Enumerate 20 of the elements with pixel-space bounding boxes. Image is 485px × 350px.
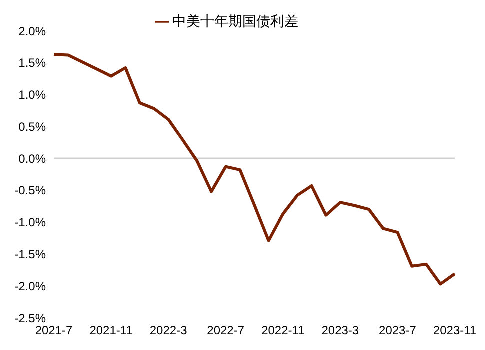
y-tick-label: 0.0% bbox=[18, 152, 46, 166]
y-tick-label: 1.5% bbox=[18, 56, 46, 70]
x-tick-label: 2022-11 bbox=[262, 324, 306, 338]
x-tick-label: 2023-7 bbox=[379, 324, 417, 338]
legend-label: 中美十年期国债利差 bbox=[172, 13, 298, 29]
x-tick-label: 2021-11 bbox=[90, 324, 134, 338]
x-tick-label: 2021-7 bbox=[35, 324, 74, 338]
x-tick-label: 2023-3 bbox=[322, 324, 360, 338]
x-tick-label: 2023-11 bbox=[433, 324, 477, 338]
y-tick-label: 2.0% bbox=[18, 24, 46, 38]
x-tick-label: 2022-3 bbox=[150, 324, 188, 338]
line-series bbox=[52, 53, 456, 286]
y-tick-label: -2.0% bbox=[14, 279, 46, 294]
y-tick-label: -1.5% bbox=[14, 247, 46, 262]
y-tick-label: -1.0% bbox=[14, 216, 46, 230]
y-tick-label: -2.5% bbox=[14, 311, 46, 326]
y-tick-label: -0.5% bbox=[14, 184, 46, 198]
y-tick-label: 0.5% bbox=[18, 120, 46, 134]
x-tick-label: 2022-7 bbox=[207, 324, 245, 338]
y-tick-label: 1.0% bbox=[18, 88, 46, 102]
